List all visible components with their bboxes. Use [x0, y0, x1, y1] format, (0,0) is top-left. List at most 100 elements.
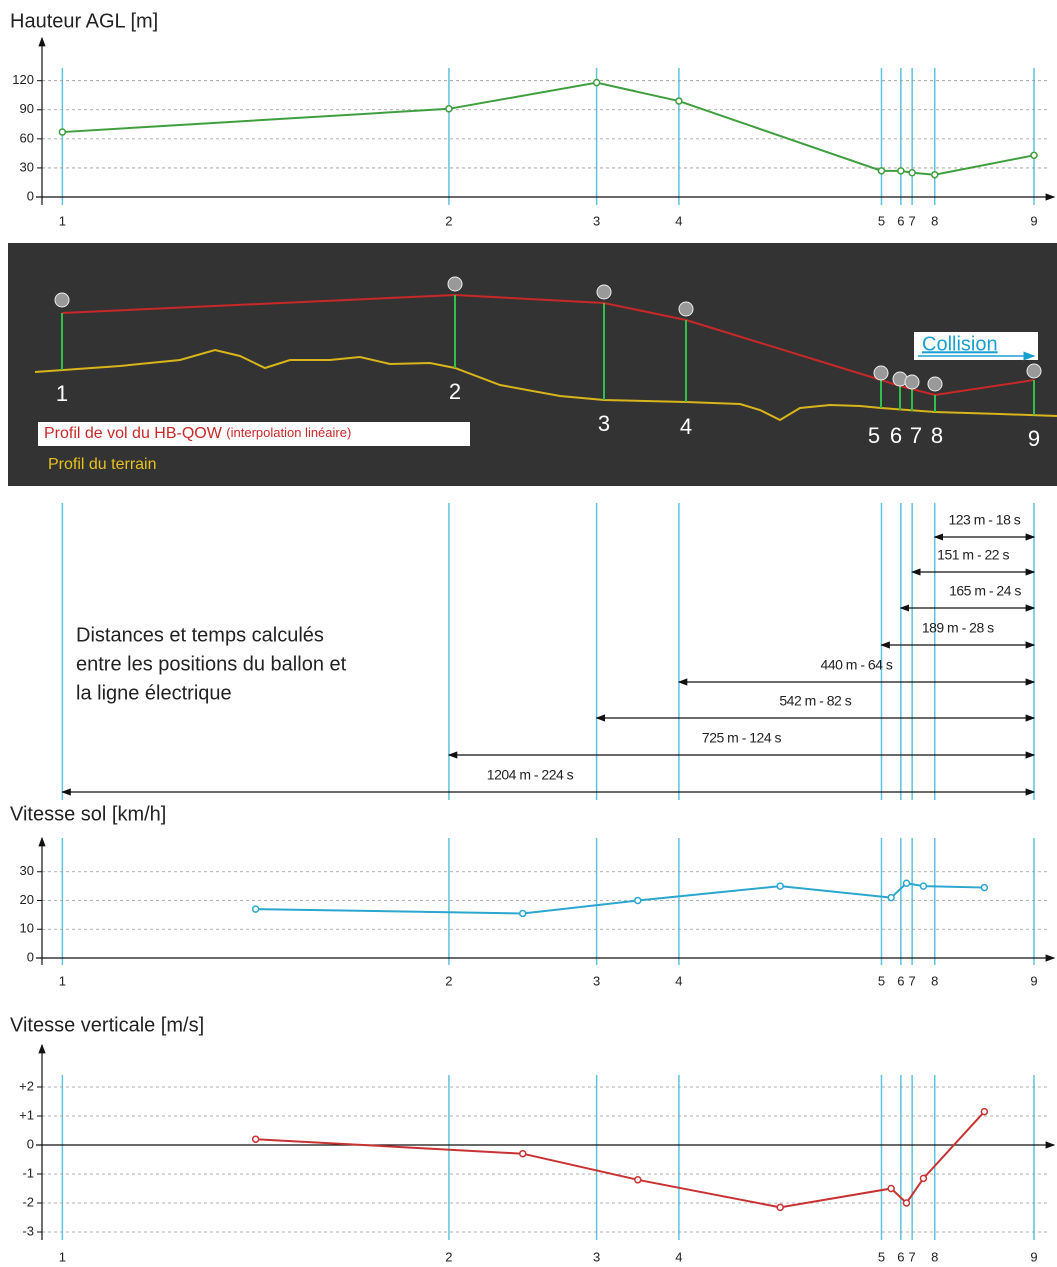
x-tick-label: 4	[675, 213, 682, 228]
y-tick-label: 60	[20, 130, 34, 145]
y-tick-label: -1	[22, 1165, 34, 1180]
x-tick-label: 5	[878, 213, 885, 228]
data-point	[777, 883, 783, 889]
panel-label: 1	[56, 381, 68, 406]
data-point	[594, 80, 600, 86]
x-tick-label: 4	[675, 1249, 682, 1264]
legend-terrain: Profil du terrain	[48, 456, 157, 473]
data-point	[888, 1186, 894, 1192]
x-tick-label: 2	[445, 213, 452, 228]
data-point	[888, 895, 894, 901]
y-tick-label: -3	[22, 1223, 34, 1238]
x-tick-label: 3	[593, 1249, 600, 1264]
x-tick-label: 8	[931, 1249, 938, 1264]
y-tick-label: 120	[12, 72, 34, 87]
data-point	[878, 168, 884, 174]
data-point	[920, 1175, 926, 1181]
x-tick-label: 2	[445, 1249, 452, 1264]
panel-label: 9	[1028, 426, 1040, 451]
panel-label: 5	[868, 423, 880, 448]
data-point	[1031, 152, 1037, 158]
data-point	[903, 880, 909, 886]
data-point	[898, 168, 904, 174]
x-tick-label: 3	[593, 213, 600, 228]
collision-label: Collision	[922, 333, 998, 355]
y-tick-label: 30	[20, 863, 34, 878]
x-tick-label: 9	[1030, 973, 1037, 988]
data-point	[932, 172, 938, 178]
distance-label: 725 m - 124 s	[702, 730, 782, 746]
chart-title: Hauteur AGL [m]	[10, 10, 158, 32]
y-tick-label: +1	[19, 1107, 34, 1122]
distance-label: 542 m - 82 s	[779, 693, 851, 709]
data-point	[981, 1109, 987, 1115]
profile-panel	[8, 243, 1057, 486]
distance-label: 189 m - 28 s	[922, 620, 994, 636]
panel-label: 2	[449, 379, 461, 404]
legend-flight-name: Profil de vol du HB-QOW	[44, 425, 223, 442]
annotation: entre les positions du ballon et	[76, 653, 347, 675]
x-tick-label: 7	[909, 973, 916, 988]
legend-flight: Profil de vol du HB-QOW (interpolation l…	[44, 425, 351, 442]
data-point	[909, 170, 915, 176]
x-tick-label: 7	[909, 1249, 916, 1264]
x-tick-label: 5	[878, 973, 885, 988]
chart-title: Vitesse verticale [m/s]	[10, 1014, 204, 1036]
figure: 1 2 3 4 5 6 7 8 9 Profil de vol du HB-QO…	[0, 0, 1057, 1267]
data-point	[446, 106, 452, 112]
y-tick-label: -2	[22, 1194, 34, 1209]
panel-label: 6	[890, 423, 902, 448]
y-tick-label: 30	[20, 159, 34, 174]
data-point	[981, 885, 987, 891]
distance-label: 123 m - 18 s	[948, 512, 1020, 528]
distance-label: 1204 m - 224 s	[487, 767, 574, 783]
x-tick-label: 1	[59, 1249, 66, 1264]
x-tick-label: 1	[59, 213, 66, 228]
data-line	[256, 1112, 985, 1208]
annotation: Distances et temps calculés	[76, 624, 324, 646]
data-point	[903, 1200, 909, 1206]
data-point	[253, 1136, 259, 1142]
x-tick-label: 7	[909, 213, 916, 228]
data-point	[635, 1177, 641, 1183]
y-tick-label: 0	[27, 1136, 34, 1151]
annotation: la ligne électrique	[76, 682, 232, 704]
y-tick-label: +2	[19, 1078, 34, 1093]
legend-flight-note: (interpolation linéaire)	[226, 425, 351, 440]
panel-label: 7	[910, 423, 922, 448]
data-point	[253, 906, 259, 912]
x-tick-label: 4	[675, 973, 682, 988]
y-tick-label: 20	[20, 892, 34, 907]
x-tick-label: 3	[593, 973, 600, 988]
distance-label: 440 m - 64 s	[821, 657, 893, 673]
x-tick-label: 9	[1030, 213, 1037, 228]
x-tick-label: 6	[897, 1249, 904, 1264]
data-point	[635, 898, 641, 904]
x-tick-label: 6	[897, 973, 904, 988]
distance-label: 151 m - 22 s	[937, 547, 1009, 563]
data-point	[520, 910, 526, 916]
y-tick-label: 0	[27, 188, 34, 203]
data-point	[59, 129, 65, 135]
data-line	[62, 83, 1034, 175]
x-tick-label: 6	[897, 213, 904, 228]
data-point	[520, 1151, 526, 1157]
y-tick-label: 0	[27, 949, 34, 964]
data-point	[920, 883, 926, 889]
y-tick-label: 90	[20, 101, 34, 116]
data-point	[676, 98, 682, 104]
x-tick-label: 2	[445, 973, 452, 988]
chart-title: Vitesse sol [km/h]	[10, 803, 166, 825]
page: 1 2 3 4 5 6 7 8 9 Profil de vol du HB-QO…	[0, 0, 1057, 1267]
y-tick-label: 10	[20, 921, 34, 936]
x-tick-label: 1	[59, 973, 66, 988]
data-line	[256, 883, 985, 913]
x-tick-label: 8	[931, 973, 938, 988]
panel-label: 3	[598, 411, 610, 436]
distance-label: 165 m - 24 s	[949, 583, 1021, 599]
x-tick-label: 9	[1030, 1249, 1037, 1264]
x-tick-label: 5	[878, 1249, 885, 1264]
panel-label: 4	[680, 414, 692, 439]
data-point	[777, 1204, 783, 1210]
x-tick-label: 8	[931, 213, 938, 228]
